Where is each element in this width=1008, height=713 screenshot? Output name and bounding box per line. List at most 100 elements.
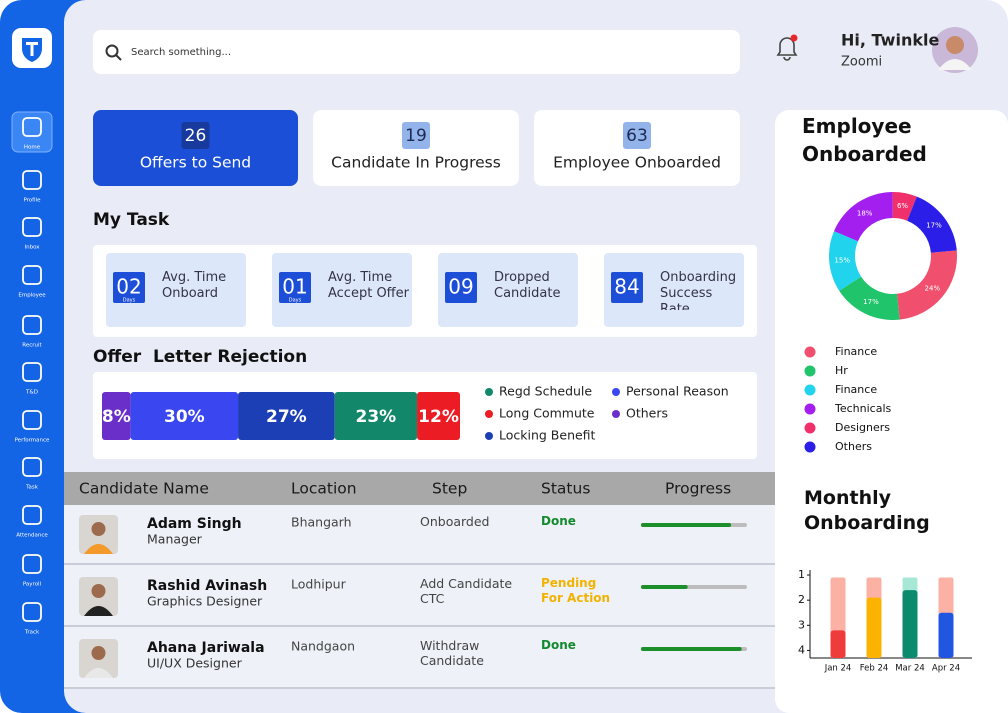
photo-body xyxy=(84,668,113,678)
bar-label: 27% xyxy=(266,407,307,427)
task-card xyxy=(272,253,412,327)
progress-fill xyxy=(641,523,732,527)
photo-body xyxy=(84,544,113,554)
legend-label: Others xyxy=(626,406,668,421)
stat-label: Offers to Send xyxy=(140,154,251,172)
stat-value: 26 xyxy=(185,126,207,146)
nav-icon[interactable] xyxy=(22,170,42,190)
nav-label: Employee xyxy=(18,293,46,299)
stat-badge xyxy=(402,122,430,149)
nav-label: Home xyxy=(24,145,41,151)
donut-label: 18% xyxy=(857,210,873,218)
bar xyxy=(866,597,882,658)
bar-segment xyxy=(238,392,335,440)
task-unit: Days xyxy=(123,298,136,304)
task-number-box xyxy=(445,272,477,303)
chart-title-box: Monthly Onboarding xyxy=(804,487,930,534)
legend-dot xyxy=(612,388,620,396)
bar-label: 30% xyxy=(164,407,205,427)
legend-label: Locking Benefit xyxy=(499,428,596,443)
legend-label: Hr xyxy=(835,364,848,377)
chart-title: Offer Letter Rejection xyxy=(93,347,307,367)
candidate-status-box: Pending For Action xyxy=(541,576,611,605)
nav-label: Attendance xyxy=(16,533,48,539)
legend-label: Personal Reason xyxy=(626,384,729,399)
search-placeholder: Search something... xyxy=(131,47,231,58)
chart-title: Monthly Onboarding xyxy=(804,487,930,534)
nav-icon[interactable] xyxy=(22,410,42,430)
x-tick-label: Mar 24 xyxy=(895,664,925,674)
photo-face xyxy=(91,584,106,598)
legend-dot xyxy=(804,365,816,377)
avatar-body xyxy=(938,59,972,70)
nav-icon[interactable] xyxy=(22,315,42,335)
task-card xyxy=(604,253,744,327)
legend-label: Designers xyxy=(835,421,890,434)
y-tick-label: 3 xyxy=(798,618,805,631)
legend-label: Others xyxy=(835,440,872,453)
task-number-box xyxy=(611,272,643,303)
nav-label: Task xyxy=(25,485,39,491)
nav-icon[interactable] xyxy=(22,554,42,574)
candidate-location: Bhangarh xyxy=(291,515,352,530)
avatar-face xyxy=(946,36,964,54)
search-icon xyxy=(105,44,119,58)
legend-label: Technicals xyxy=(834,402,892,415)
donut-segment xyxy=(907,196,957,253)
legend-label: Finance xyxy=(835,383,877,396)
candidate-step-box: Add Candidate CTC xyxy=(420,576,512,606)
legend-label: Long Commute xyxy=(499,406,595,421)
column-header: Step xyxy=(432,480,467,498)
task-label: Onboarding Success Rate xyxy=(660,270,737,310)
stat-value: 19 xyxy=(405,126,427,146)
stat-label: Employee Onboarded xyxy=(553,154,721,172)
nav-icon[interactable] xyxy=(22,217,42,237)
search-box[interactable] xyxy=(93,30,740,74)
task-number: 84 xyxy=(614,275,639,299)
candidate-step-box: Withdraw Candidate xyxy=(420,638,484,668)
task-label-box: Dropped Candidate xyxy=(494,270,561,301)
legend-dot xyxy=(485,388,493,396)
candidate-step: Withdraw Candidate xyxy=(420,638,484,668)
nav-icon[interactable] xyxy=(22,362,42,382)
candidate-role: UI/UX Designer xyxy=(147,656,243,671)
nav-label: Profile xyxy=(23,198,41,204)
task-label: Avg. Time Onboard xyxy=(162,270,227,301)
candidate-status-box: Done xyxy=(541,514,576,528)
nav-icon[interactable] xyxy=(22,457,42,477)
nav-icon[interactable] xyxy=(22,265,42,285)
stat-badge xyxy=(181,122,210,149)
candidate-location: Lodhipur xyxy=(291,577,347,592)
legend-label: Regd Schedule xyxy=(499,384,592,399)
donut-segment xyxy=(834,192,893,242)
task-number: 01 xyxy=(282,275,307,299)
table-header xyxy=(64,472,775,505)
donut-label: 17% xyxy=(926,222,942,230)
donut-segment xyxy=(829,231,862,291)
legend-dot xyxy=(804,403,816,415)
donut-segment xyxy=(839,276,900,320)
legend-dot xyxy=(804,422,816,434)
legend-dot xyxy=(485,432,493,440)
task-label-box: Avg. Time Onboard xyxy=(162,270,227,301)
logo-letter xyxy=(26,42,38,56)
task-unit: Days xyxy=(289,298,302,304)
search-icon xyxy=(115,54,122,61)
task-label: Dropped Candidate xyxy=(494,270,561,301)
bar-segment xyxy=(417,392,460,440)
y-tick-label: 2 xyxy=(798,593,805,606)
greeting: Hi, Twinkle xyxy=(841,31,939,50)
nav-icon[interactable] xyxy=(22,117,42,137)
candidate-status: Pending For Action xyxy=(541,576,611,605)
y-tick-label: 4 xyxy=(798,643,805,656)
donut-segment xyxy=(892,192,917,221)
x-tick-label: Jan 24 xyxy=(824,664,852,674)
bar-label: 8% xyxy=(102,407,131,427)
progress-fill xyxy=(641,585,688,589)
candidate-status: Done xyxy=(541,514,576,528)
candidate-status: Done xyxy=(541,638,576,652)
bell-icon[interactable] xyxy=(776,37,798,61)
nav-icon[interactable] xyxy=(22,602,42,622)
chart-title: Employee Onboarded xyxy=(802,114,927,166)
nav-icon[interactable] xyxy=(22,505,42,525)
